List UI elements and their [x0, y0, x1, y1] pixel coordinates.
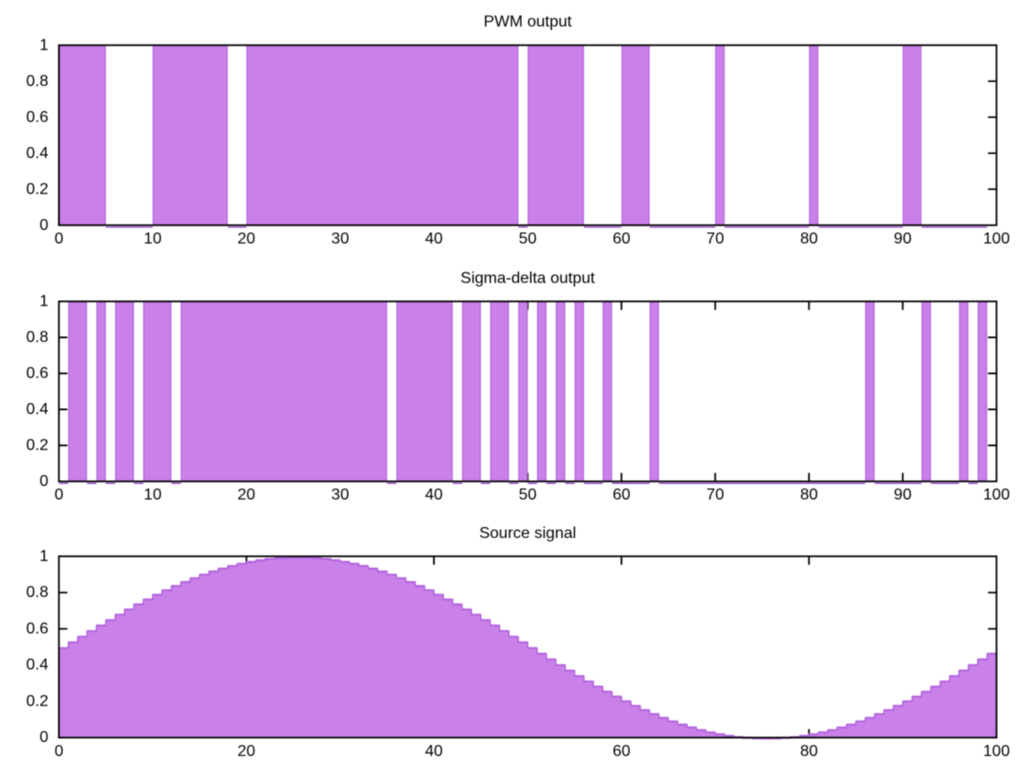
svg-text:40: 40 [425, 487, 443, 504]
svg-text:0.8: 0.8 [26, 73, 48, 90]
svg-text:0: 0 [39, 729, 48, 746]
svg-text:1: 1 [39, 37, 48, 54]
svg-text:80: 80 [800, 230, 818, 247]
svg-text:Source signal: Source signal [479, 525, 576, 542]
svg-text:0.8: 0.8 [26, 584, 48, 601]
svg-text:0.2: 0.2 [26, 181, 48, 198]
svg-text:60: 60 [613, 230, 631, 247]
svg-text:0: 0 [39, 473, 48, 490]
svg-text:20: 20 [238, 487, 256, 504]
svg-text:70: 70 [706, 230, 724, 247]
svg-text:PWM output: PWM output [484, 14, 573, 31]
svg-text:1: 1 [39, 293, 48, 310]
svg-text:0: 0 [54, 230, 63, 247]
svg-text:0.4: 0.4 [26, 657, 48, 674]
svg-text:80: 80 [800, 487, 818, 504]
svg-text:60: 60 [613, 743, 631, 760]
svg-text:30: 30 [331, 487, 349, 504]
svg-text:0.6: 0.6 [26, 109, 48, 126]
svg-text:100: 100 [983, 230, 1010, 247]
svg-text:60: 60 [613, 487, 631, 504]
svg-text:10: 10 [144, 230, 162, 247]
svg-text:30: 30 [331, 230, 349, 247]
svg-text:90: 90 [894, 230, 912, 247]
svg-text:50: 50 [519, 487, 537, 504]
svg-text:0.6: 0.6 [26, 365, 48, 382]
svg-text:70: 70 [706, 487, 724, 504]
svg-text:0: 0 [39, 217, 48, 234]
svg-text:100: 100 [983, 743, 1010, 760]
svg-text:80: 80 [800, 743, 818, 760]
svg-text:20: 20 [238, 230, 256, 247]
svg-text:90: 90 [894, 487, 912, 504]
svg-text:0.6: 0.6 [26, 620, 48, 637]
svg-text:40: 40 [425, 743, 443, 760]
svg-text:20: 20 [238, 743, 256, 760]
svg-text:0.2: 0.2 [26, 693, 48, 710]
svg-text:Sigma-delta output: Sigma-delta output [461, 270, 596, 287]
svg-text:0: 0 [54, 743, 63, 760]
svg-text:0.4: 0.4 [26, 401, 48, 418]
svg-text:0: 0 [54, 487, 63, 504]
svg-text:100: 100 [983, 487, 1010, 504]
svg-text:40: 40 [425, 230, 443, 247]
svg-text:0.8: 0.8 [26, 329, 48, 346]
svg-text:0.2: 0.2 [26, 437, 48, 454]
svg-text:50: 50 [519, 230, 537, 247]
svg-text:1: 1 [39, 548, 48, 565]
svg-text:10: 10 [144, 487, 162, 504]
svg-text:0.4: 0.4 [26, 145, 48, 162]
